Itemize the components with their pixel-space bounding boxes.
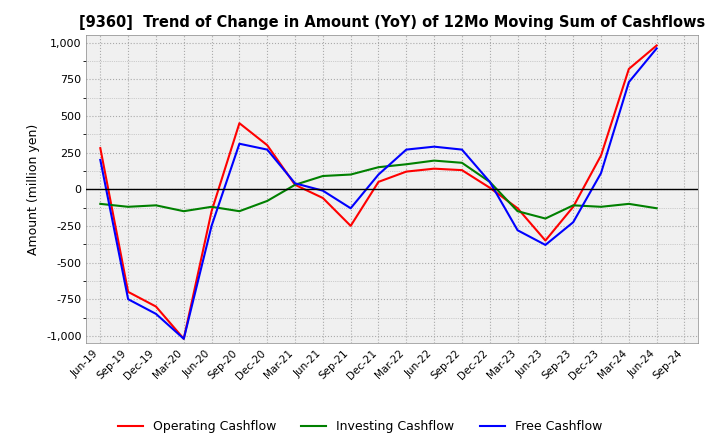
Investing Cashflow — [569, 203, 577, 208]
Investing Cashflow — [207, 204, 216, 209]
Free Cashflow — [402, 147, 410, 152]
Investing Cashflow — [96, 201, 104, 206]
Investing Cashflow — [179, 209, 188, 214]
Free Cashflow — [597, 170, 606, 176]
Investing Cashflow — [263, 198, 271, 204]
Operating Cashflow — [485, 185, 494, 191]
Free Cashflow — [485, 179, 494, 184]
Investing Cashflow — [485, 179, 494, 184]
Free Cashflow — [569, 220, 577, 225]
Operating Cashflow — [207, 209, 216, 214]
Operating Cashflow — [235, 121, 243, 126]
Free Cashflow — [207, 223, 216, 228]
Investing Cashflow — [235, 209, 243, 214]
Operating Cashflow — [624, 66, 633, 72]
Free Cashflow — [291, 181, 300, 186]
Investing Cashflow — [318, 173, 327, 179]
Operating Cashflow — [374, 179, 383, 184]
Investing Cashflow — [124, 204, 132, 209]
Investing Cashflow — [402, 161, 410, 167]
Operating Cashflow — [96, 146, 104, 151]
Operating Cashflow — [263, 143, 271, 148]
Operating Cashflow — [291, 182, 300, 187]
Investing Cashflow — [541, 216, 550, 221]
Investing Cashflow — [430, 158, 438, 163]
Free Cashflow — [624, 80, 633, 85]
Operating Cashflow — [652, 43, 661, 48]
Free Cashflow — [318, 188, 327, 193]
Legend: Operating Cashflow, Investing Cashflow, Free Cashflow: Operating Cashflow, Investing Cashflow, … — [113, 415, 607, 438]
Free Cashflow — [263, 147, 271, 152]
Investing Cashflow — [624, 201, 633, 206]
Investing Cashflow — [374, 165, 383, 170]
Investing Cashflow — [513, 209, 522, 214]
Operating Cashflow — [402, 169, 410, 174]
Y-axis label: Amount (million yen): Amount (million yen) — [27, 124, 40, 255]
Free Cashflow — [235, 141, 243, 147]
Investing Cashflow — [291, 182, 300, 187]
Line: Investing Cashflow: Investing Cashflow — [100, 161, 657, 219]
Operating Cashflow — [124, 289, 132, 294]
Free Cashflow — [430, 144, 438, 149]
Free Cashflow — [346, 205, 355, 211]
Operating Cashflow — [569, 204, 577, 209]
Investing Cashflow — [597, 204, 606, 209]
Free Cashflow — [152, 311, 161, 316]
Operating Cashflow — [597, 153, 606, 158]
Title: [9360]  Trend of Change in Amount (YoY) of 12Mo Moving Sum of Cashflows: [9360] Trend of Change in Amount (YoY) o… — [79, 15, 706, 30]
Investing Cashflow — [346, 172, 355, 177]
Line: Free Cashflow: Free Cashflow — [100, 48, 657, 339]
Operating Cashflow — [152, 304, 161, 309]
Investing Cashflow — [152, 203, 161, 208]
Free Cashflow — [458, 147, 467, 152]
Operating Cashflow — [346, 223, 355, 228]
Operating Cashflow — [179, 336, 188, 341]
Free Cashflow — [652, 46, 661, 51]
Operating Cashflow — [513, 205, 522, 211]
Free Cashflow — [124, 297, 132, 302]
Free Cashflow — [179, 336, 188, 341]
Free Cashflow — [96, 157, 104, 162]
Investing Cashflow — [652, 205, 661, 211]
Line: Operating Cashflow: Operating Cashflow — [100, 45, 657, 339]
Free Cashflow — [513, 227, 522, 233]
Investing Cashflow — [458, 160, 467, 165]
Operating Cashflow — [458, 168, 467, 173]
Operating Cashflow — [318, 195, 327, 201]
Operating Cashflow — [541, 238, 550, 243]
Free Cashflow — [374, 172, 383, 177]
Free Cashflow — [541, 242, 550, 248]
Operating Cashflow — [430, 166, 438, 171]
